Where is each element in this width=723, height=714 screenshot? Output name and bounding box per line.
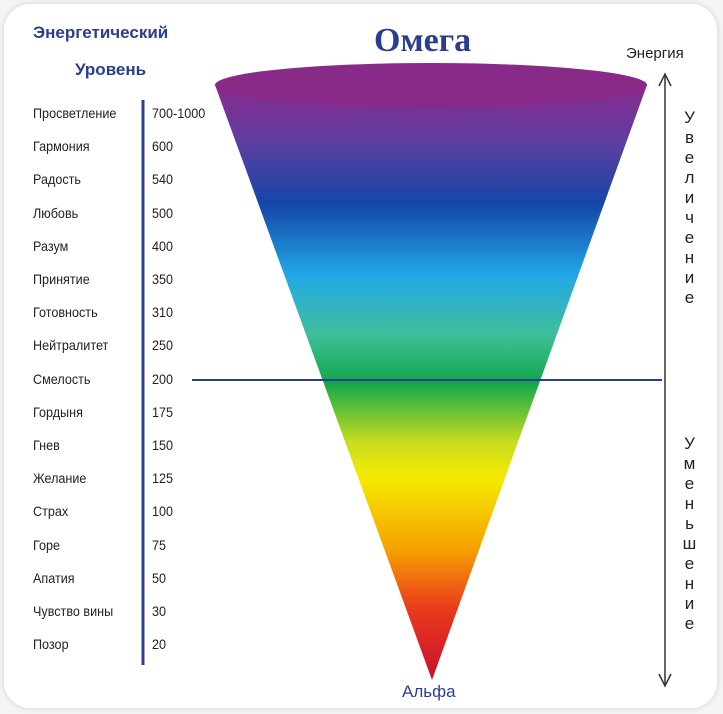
level-name: Позор — [33, 636, 69, 653]
level-value: 500 — [152, 204, 174, 221]
arrow-head-up — [658, 72, 672, 87]
level-value: 125 — [152, 470, 174, 487]
title-line: Уровень — [75, 60, 147, 79]
level-value: 250 — [152, 337, 174, 354]
level-name: Гнев — [33, 437, 60, 453]
level-name: Любовь — [33, 204, 79, 221]
top-label: Омега — [374, 22, 472, 59]
level-name: Страх — [33, 503, 69, 520]
axis-label: Энергия — [626, 45, 684, 62]
level-value: 540 — [152, 171, 174, 188]
level-name: Готовность — [33, 304, 98, 321]
cone — [215, 85, 647, 680]
level-value: 350 — [152, 271, 174, 287]
level-name: Нейтралитет — [33, 337, 109, 354]
level-name: Желание — [33, 470, 87, 487]
arrow-head-down — [658, 673, 672, 688]
level-name: Принятие — [33, 271, 90, 287]
bottom-label: Альфа — [402, 682, 456, 701]
level-value: 20 — [152, 636, 167, 653]
level-name: Радость — [33, 171, 81, 188]
level-value: 30 — [152, 603, 167, 619]
level-value: 310 — [152, 304, 174, 321]
title-line: Энергетический — [33, 23, 169, 42]
level-name: Просветление — [33, 105, 117, 121]
level-name: Горе — [33, 536, 61, 553]
cone-top — [215, 63, 647, 107]
level-name: Гармония — [33, 138, 90, 155]
level-name: Чувство вины — [33, 603, 114, 619]
level-name: Разум — [33, 237, 69, 254]
level-value: 600 — [152, 138, 174, 155]
up-label: Увеличение — [680, 108, 699, 308]
down-label: Уменьшение — [680, 434, 699, 634]
level-value: 150 — [152, 437, 174, 453]
level-name: Смелость — [33, 370, 91, 387]
level-value: 100 — [152, 503, 174, 520]
level-value: 700-1000 — [152, 105, 206, 121]
level-value: 50 — [152, 569, 167, 586]
level-value: 175 — [152, 403, 174, 420]
level-name: Апатия — [33, 569, 75, 586]
level-value: 200 — [152, 370, 174, 387]
level-value: 400 — [152, 237, 174, 254]
level-value: 75 — [152, 536, 167, 553]
level-name: Гордыня — [33, 403, 83, 420]
